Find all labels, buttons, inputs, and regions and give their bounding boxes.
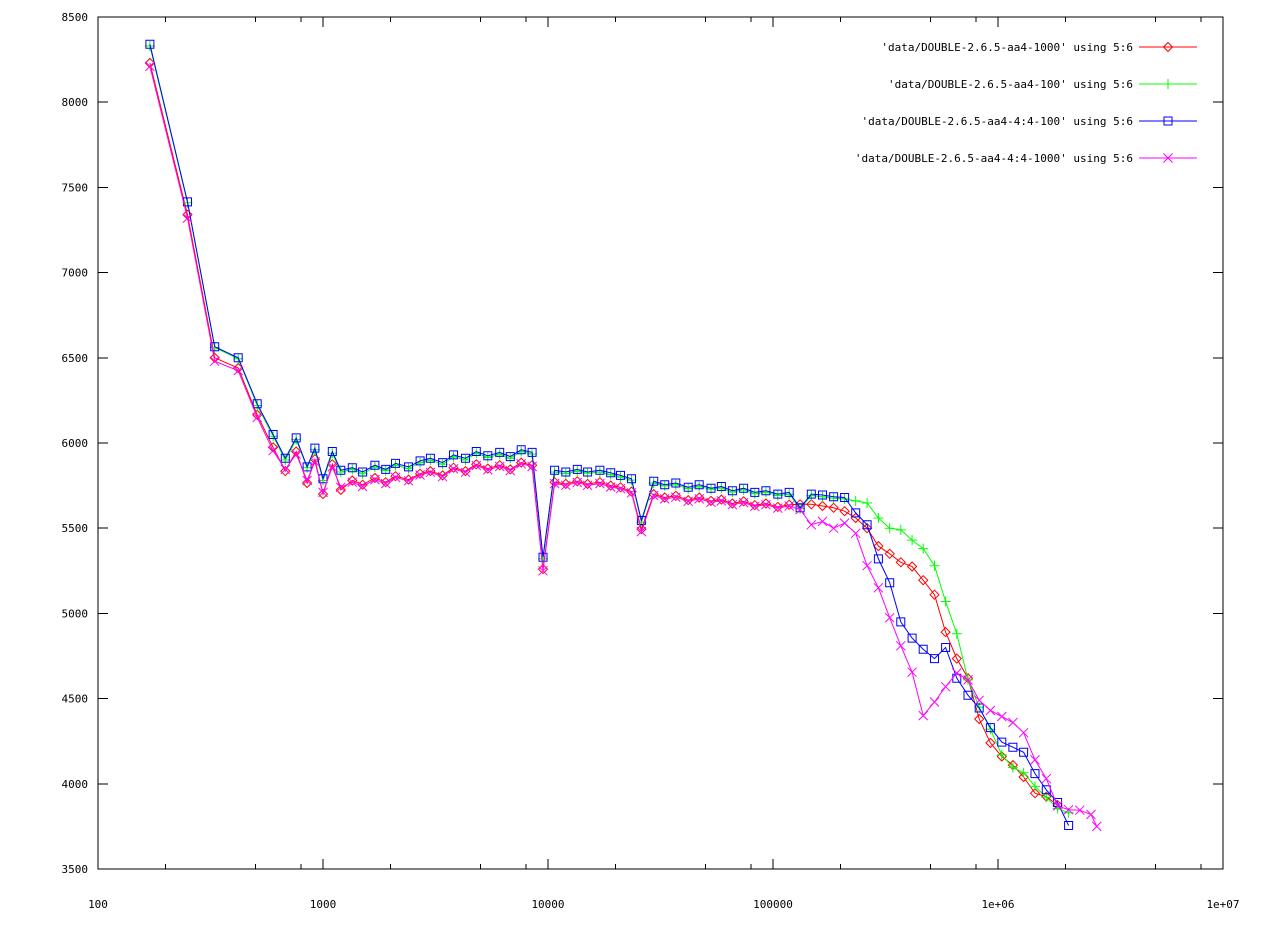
- legend-label-aa4-100: 'data/DOUBLE-2.6.5-aa4-100' using 5:6: [888, 78, 1133, 91]
- x-axis-tick-label: 1e+07: [1206, 898, 1239, 911]
- x-axis-tick-label: 100000: [753, 898, 793, 911]
- legend-marker-aa4-1000: [1162, 41, 1174, 53]
- y-axis-tick-label: 7000: [62, 267, 89, 280]
- y-axis-tick-label: 8500: [62, 11, 89, 24]
- y-axis-tick-label: 3500: [62, 863, 89, 876]
- series-aa4-4-4-1000: [145, 61, 1102, 832]
- series-markers-aa4-4-4-1000: [145, 61, 1102, 832]
- x-axis-tick-label: 10000: [531, 898, 564, 911]
- x-axis-tick-label: 1e+06: [981, 898, 1014, 911]
- x-axis: 100 1000 10000 100000 1e+06 1e+07: [88, 17, 1240, 911]
- legend-marker-aa4-4-4-100: [1163, 116, 1173, 126]
- y-axis-tick-label: 6000: [62, 437, 89, 450]
- legend-entry-aa4-100: 'data/DOUBLE-2.6.5-aa4-100' using 5:6: [888, 78, 1197, 91]
- x-axis-tick-label: 100: [88, 898, 108, 911]
- series-line-aa4-1000: [149, 62, 1058, 806]
- legend-entry-aa4-4-4-1000: 'data/DOUBLE-2.6.5-aa4-4:4-1000' using 5…: [855, 152, 1197, 165]
- plot-border: [97, 16, 1224, 870]
- y-axis-tick-label: 6500: [62, 352, 89, 365]
- series-aa4-1000: [144, 57, 1063, 811]
- x-axis-tick-label: 1000: [310, 898, 337, 911]
- y-axis-tick-label: 5500: [62, 522, 89, 535]
- legend-entry-aa4-1000: 'data/DOUBLE-2.6.5-aa4-1000' using 5:6: [881, 41, 1197, 54]
- legend-label-aa4-4-4-100: 'data/DOUBLE-2.6.5-aa4-4:4-100' using 5:…: [861, 115, 1133, 128]
- y-axis: 3500 4000 4500 5000 5500 6000 6500 7000 7500 8000…: [62, 11, 1223, 876]
- series-markers-aa4-1000: [144, 57, 1063, 811]
- legend-label-aa4-4-4-1000: 'data/DOUBLE-2.6.5-aa4-4:4-1000' using 5…: [855, 152, 1133, 165]
- legend-marker-aa4-4-4-1000: [1163, 153, 1173, 163]
- y-axis-tick-label: 7500: [62, 181, 89, 194]
- legend: 'data/DOUBLE-2.6.5-aa4-1000' using 5:6 'd…: [855, 41, 1197, 165]
- series-line-aa4-4-4-100: [149, 44, 1070, 826]
- legend-label-aa4-1000: 'data/DOUBLE-2.6.5-aa4-1000' using 5:6: [881, 41, 1133, 54]
- y-axis-tick-label: 5000: [62, 607, 89, 620]
- y-axis-tick-label: 4000: [62, 778, 89, 791]
- y-axis-tick-label: 8000: [62, 96, 89, 109]
- legend-entry-aa4-4-4-100: 'data/DOUBLE-2.6.5-aa4-4:4-100' using 5:…: [861, 115, 1197, 128]
- y-axis-tick-label: 4500: [62, 693, 89, 706]
- legend-marker-aa4-100: [1163, 79, 1173, 89]
